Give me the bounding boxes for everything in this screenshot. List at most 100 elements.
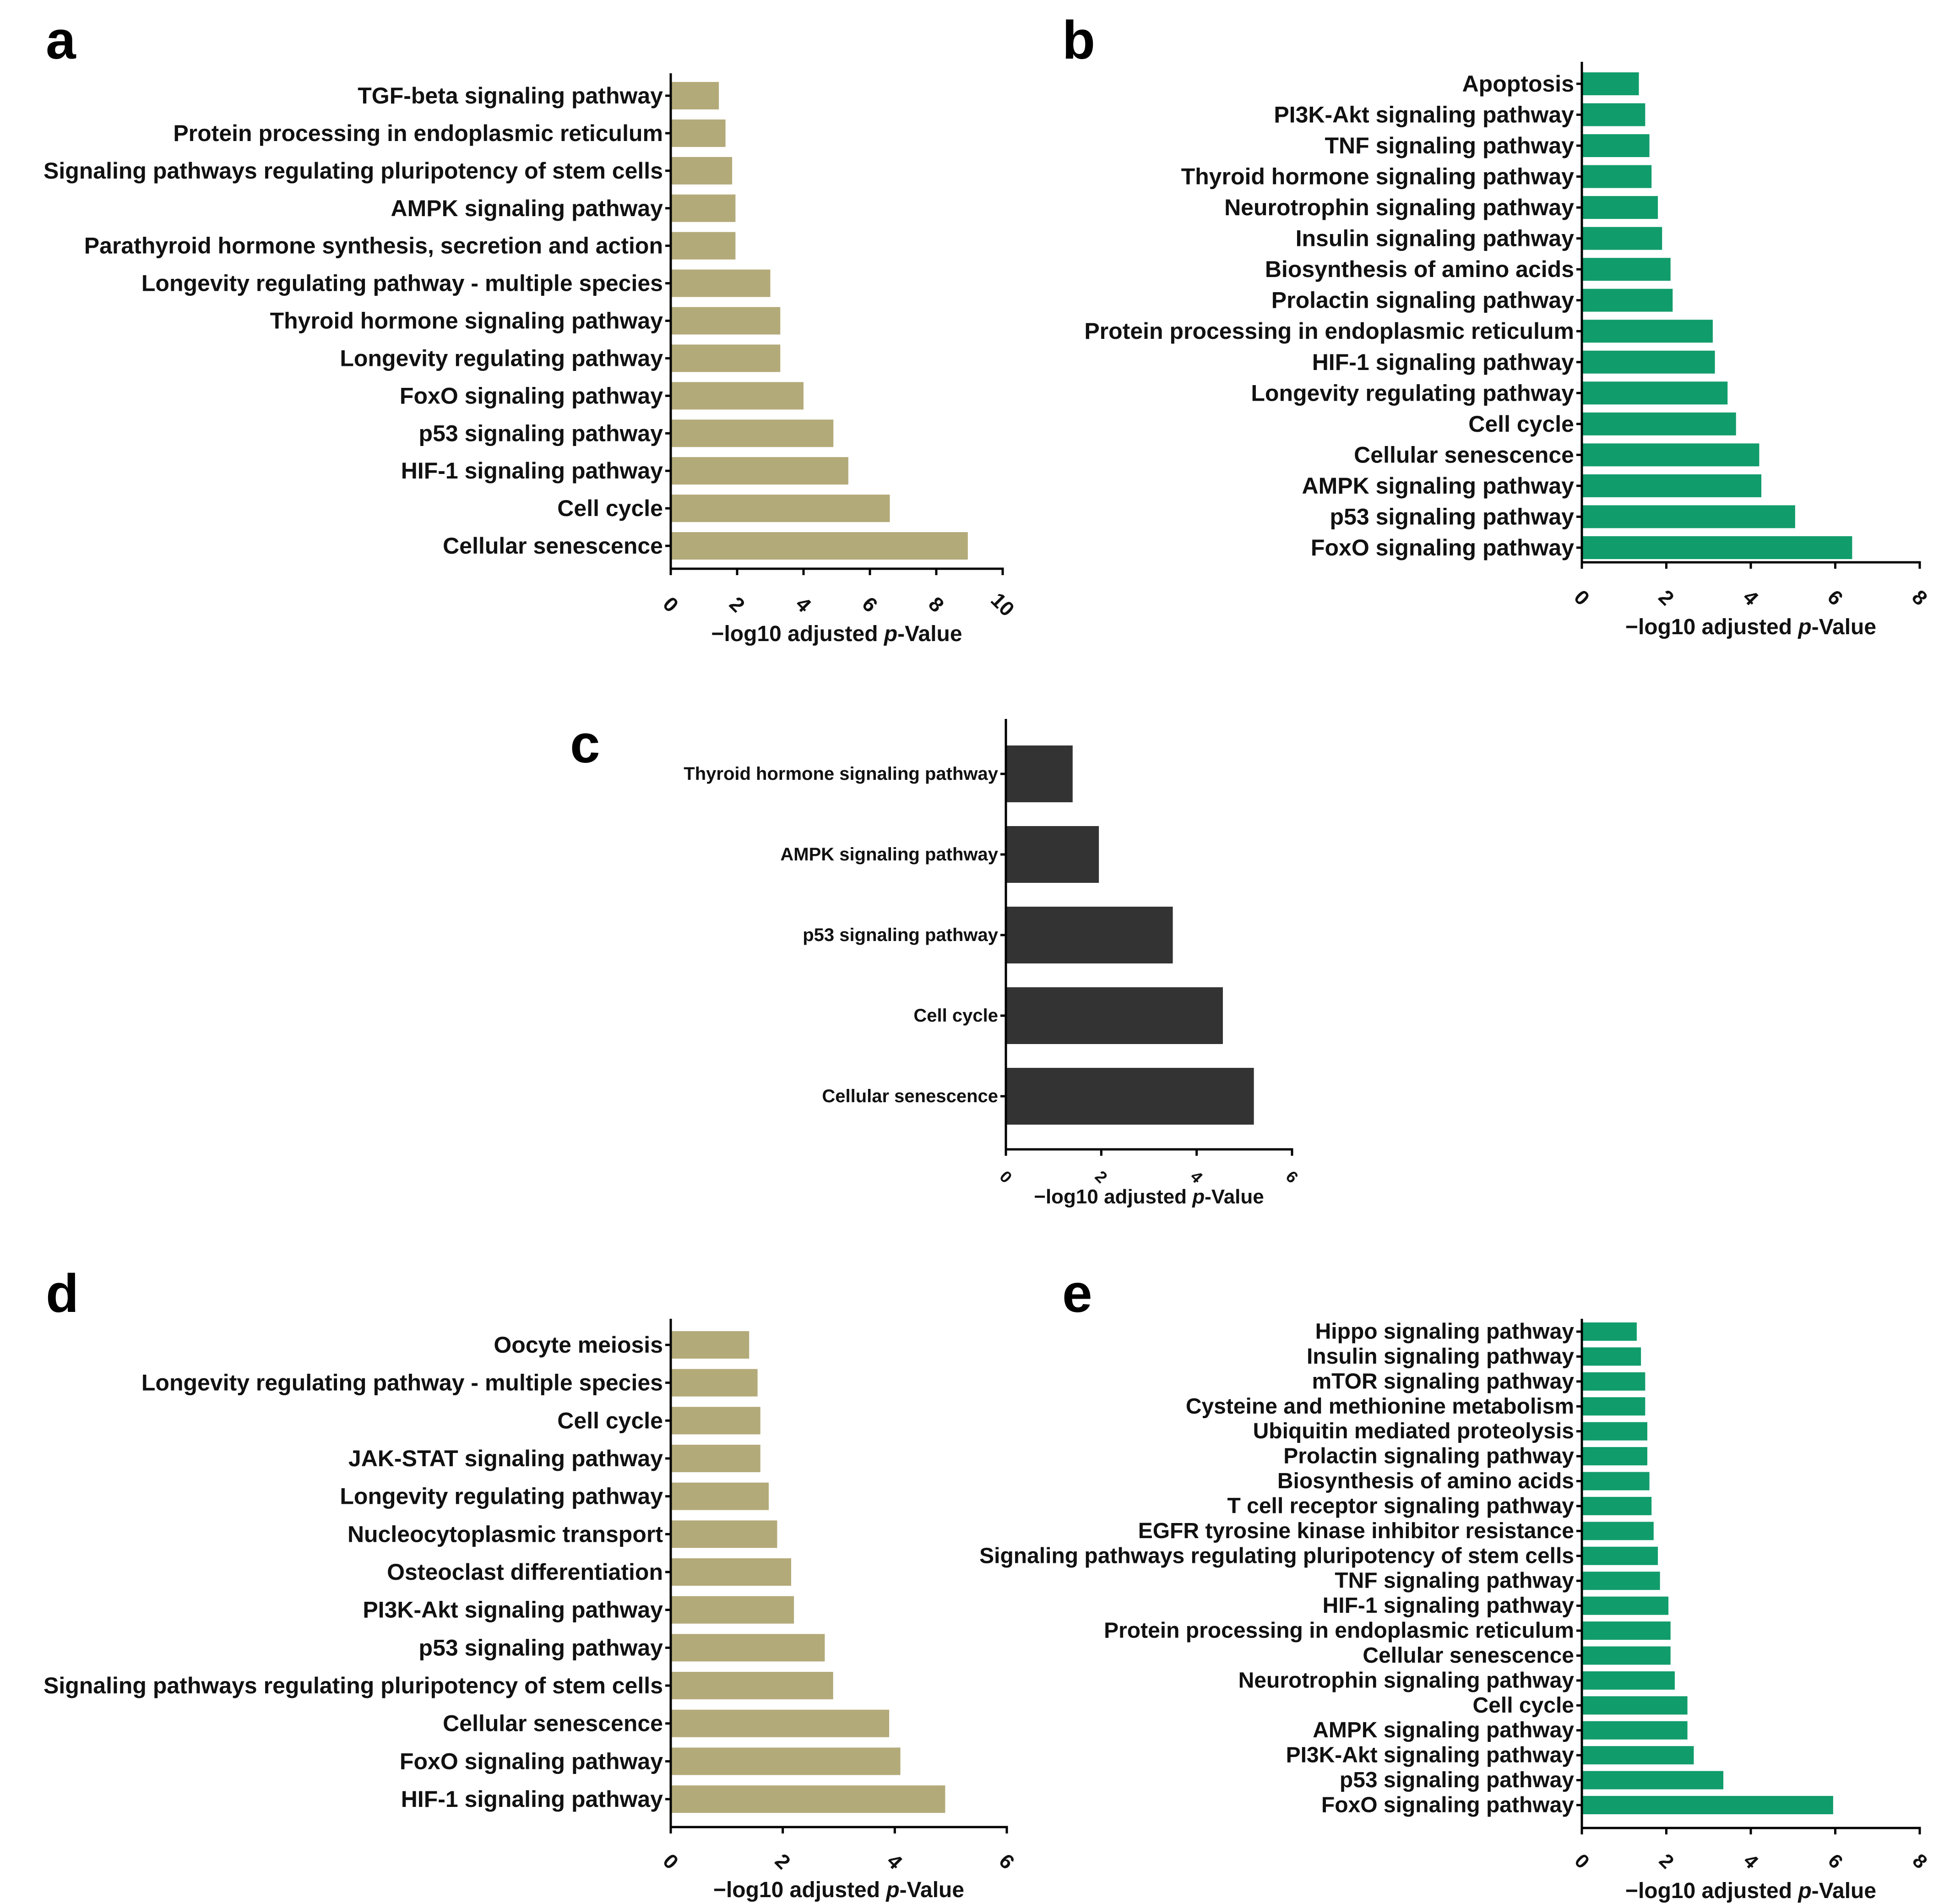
category-label: Insulin signaling pathway [1307, 1344, 1574, 1369]
x-tick-label: 6 [858, 592, 882, 617]
bar [671, 1785, 945, 1813]
panel-a: a TGF-beta signaling pathway Protein proce… [43, 10, 1019, 646]
bar [671, 382, 804, 410]
category-label: Neurotrophin signaling pathway [1224, 195, 1574, 220]
category-label: Cell cycle [913, 1006, 998, 1026]
x-tick-label: 0 [1569, 585, 1594, 610]
category-label: Thyroid hormone signaling pathway [1181, 164, 1575, 190]
category-label: HIF-1 signaling pathway [1323, 1594, 1575, 1618]
bar [671, 82, 719, 109]
category-label: AMPK signaling pathway [1313, 1718, 1574, 1742]
panel-c: c Thyroid hormone signaling pathway AMPK s… [570, 714, 1302, 1208]
category-label: FoxO signaling pathway [1311, 535, 1574, 560]
category-label: Biosynthesis of amino acids [1277, 1469, 1574, 1493]
category-label: Neurotrophin signaling pathway [1238, 1668, 1575, 1692]
category-label: Cell cycle [557, 1408, 663, 1433]
panel-d: d Oocyte meiosis Longevity regulating path… [43, 1263, 1019, 1902]
category-label: Nucleocytoplasmic transport [348, 1521, 663, 1547]
panel-letter-c: c [570, 714, 600, 774]
category-label: PI3K-Akt signaling pathway [363, 1597, 663, 1623]
bar [1582, 1646, 1671, 1665]
category-label: AMPK signaling pathway [780, 844, 998, 865]
x-tick-label: 8 [1908, 1850, 1932, 1873]
category-label: p53 signaling pathway [419, 420, 663, 446]
x-axis-title: −log10 adjusted p-Value [1625, 615, 1876, 639]
bar [1582, 505, 1795, 528]
category-label: FoxO signaling pathway [1321, 1793, 1574, 1817]
bar [1582, 1746, 1694, 1765]
bar [1582, 1372, 1645, 1391]
bar [1582, 1422, 1647, 1441]
bar [1582, 103, 1645, 126]
bar [671, 1634, 825, 1662]
x-tick-label: 4 [1738, 585, 1763, 610]
bar [1582, 1522, 1654, 1540]
category-label: TGF-beta signaling pathway [358, 83, 663, 109]
bar [1582, 1496, 1652, 1515]
category-label: Insulin signaling pathway [1296, 226, 1575, 251]
category-label: Osteoclast differentiation [387, 1559, 663, 1585]
category-label: Cell cycle [557, 495, 663, 521]
bar [671, 119, 726, 147]
category-label: HIF-1 signaling pathway [401, 458, 663, 484]
category-label: T cell receptor signaling pathway [1227, 1494, 1574, 1518]
x-axis-title: −log10 adjusted p-Value [1034, 1186, 1264, 1208]
x-tick-label: 6 [1282, 1167, 1302, 1186]
bar [1582, 1771, 1724, 1790]
bar [1582, 1696, 1688, 1715]
bar [671, 1747, 901, 1775]
category-label: PI3K-Akt signaling pathway [1286, 1743, 1575, 1768]
bar [671, 495, 890, 522]
category-label: Prolactin signaling pathway [1271, 288, 1574, 313]
bar [1006, 745, 1073, 802]
bar [1582, 227, 1662, 250]
bar [671, 194, 736, 222]
category-label: Apoptosis [1462, 71, 1574, 97]
bar [1582, 1546, 1658, 1565]
category-label: AMPK signaling pathway [391, 196, 663, 221]
category-label: p53 signaling pathway [803, 925, 999, 945]
x-tick-label: 2 [1655, 1850, 1678, 1873]
category-label: Cellular senescence [443, 1711, 663, 1736]
bar [1582, 1671, 1675, 1690]
bar [1582, 443, 1759, 467]
bar [1582, 134, 1650, 158]
category-label: Signaling pathways regulating pluripoten… [43, 1673, 663, 1698]
category-label: TNF signaling pathway [1325, 133, 1575, 158]
bar [671, 232, 736, 260]
x-tick-label: 0 [658, 1849, 683, 1874]
category-label: Cellular senescence [443, 533, 663, 559]
bar [1582, 320, 1713, 343]
panel-letter-d: d [46, 1263, 79, 1324]
category-label: Ubiquitin mediated proteolysis [1253, 1419, 1574, 1443]
bar [671, 307, 781, 335]
bar [1582, 258, 1671, 281]
category-label: Thyroid hormone signaling pathway [684, 764, 998, 784]
bar [1582, 381, 1728, 405]
x-tick-label: 2 [771, 1849, 795, 1874]
bar [671, 1672, 833, 1700]
bar [1582, 1447, 1647, 1466]
panel-letter-e: e [1062, 1263, 1092, 1324]
panel-letter-b: b [1062, 10, 1095, 71]
bar [671, 1596, 794, 1624]
x-tick-label: 2 [1091, 1167, 1111, 1186]
category-label: Signaling pathways regulating pluripoten… [43, 158, 663, 184]
bar [1582, 350, 1715, 374]
x-tick-label: 0 [1570, 1850, 1594, 1873]
category-label: Longevity regulating pathway [1251, 380, 1574, 406]
category-label: Thyroid hormone signaling pathway [270, 308, 663, 334]
panel-b: b Apoptosis PI3K-Akt signaling pathway TNF … [1062, 10, 1932, 639]
bar [671, 157, 733, 185]
bar [671, 1558, 792, 1586]
bar [1582, 1621, 1671, 1640]
bar [1582, 1596, 1669, 1615]
category-label: Cellular senescence [822, 1086, 998, 1106]
category-label: Cell cycle [1473, 1693, 1574, 1718]
category-label: Signaling pathways regulating pluripoten… [979, 1544, 1574, 1568]
bar [1582, 288, 1673, 312]
x-axis-title: −log10 adjusted p-Value [711, 622, 962, 646]
bar [1582, 1322, 1637, 1341]
bar [671, 457, 848, 485]
